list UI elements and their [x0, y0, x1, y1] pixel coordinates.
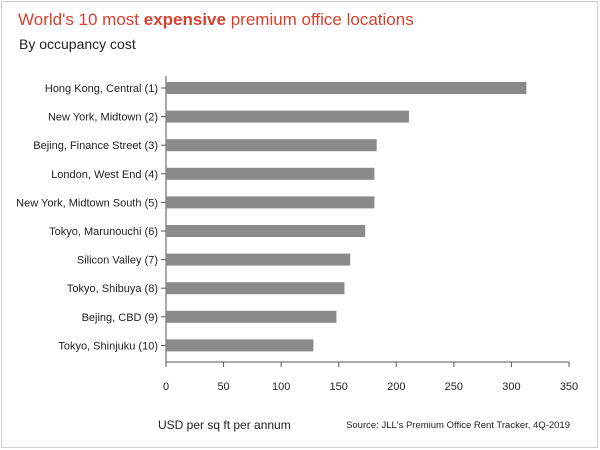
bar: [166, 339, 314, 352]
category-label: New York, Midtown South (5): [16, 197, 158, 209]
category-label: New York, Midtown (2): [48, 112, 158, 124]
category-label: Bejing, CBD (9): [82, 312, 158, 324]
x-tick-label: 0: [163, 381, 169, 393]
x-tick-label: 300: [502, 381, 520, 393]
x-axis-label: USD per sq ft per annum: [158, 418, 291, 432]
bar: [166, 139, 377, 152]
chart-subtitle: By occupancy cost: [19, 36, 136, 52]
x-tick-label: 200: [387, 381, 405, 393]
title-bold: expensive: [143, 10, 226, 29]
category-label: Tokyo, Shinjuku (10): [58, 340, 158, 352]
source-note: Source: JLL's Premium Office Rent Tracke…: [346, 420, 570, 431]
x-tick-label: 250: [445, 381, 463, 393]
category-label: Hong Kong, Central (1): [45, 83, 158, 95]
title-part1: World's 10 most: [18, 10, 144, 29]
bar: [166, 282, 345, 295]
x-tick-label: 50: [217, 381, 229, 393]
bar: [166, 253, 351, 266]
category-label: Bejing, Finance Street (3): [33, 140, 158, 152]
x-tick-label: 100: [272, 381, 290, 393]
category-label: Silicon Valley (7): [77, 255, 158, 267]
title-part2: premium office locations: [225, 10, 414, 29]
bar: [166, 110, 409, 123]
category-label: London, West End (4): [51, 169, 158, 181]
x-tick-label: 150: [330, 381, 348, 393]
bar: [166, 225, 366, 237]
category-label: Tokyo, Shibuya (8): [67, 283, 158, 295]
bar: [166, 196, 375, 209]
category-label: Tokyo, Marunouchi (6): [49, 226, 158, 238]
x-tick-label: 350: [560, 381, 578, 393]
bar: [166, 310, 337, 323]
chart-title: World's 10 most expensive premium office…: [18, 10, 414, 30]
bar: [166, 167, 375, 180]
bar: [166, 82, 527, 94]
